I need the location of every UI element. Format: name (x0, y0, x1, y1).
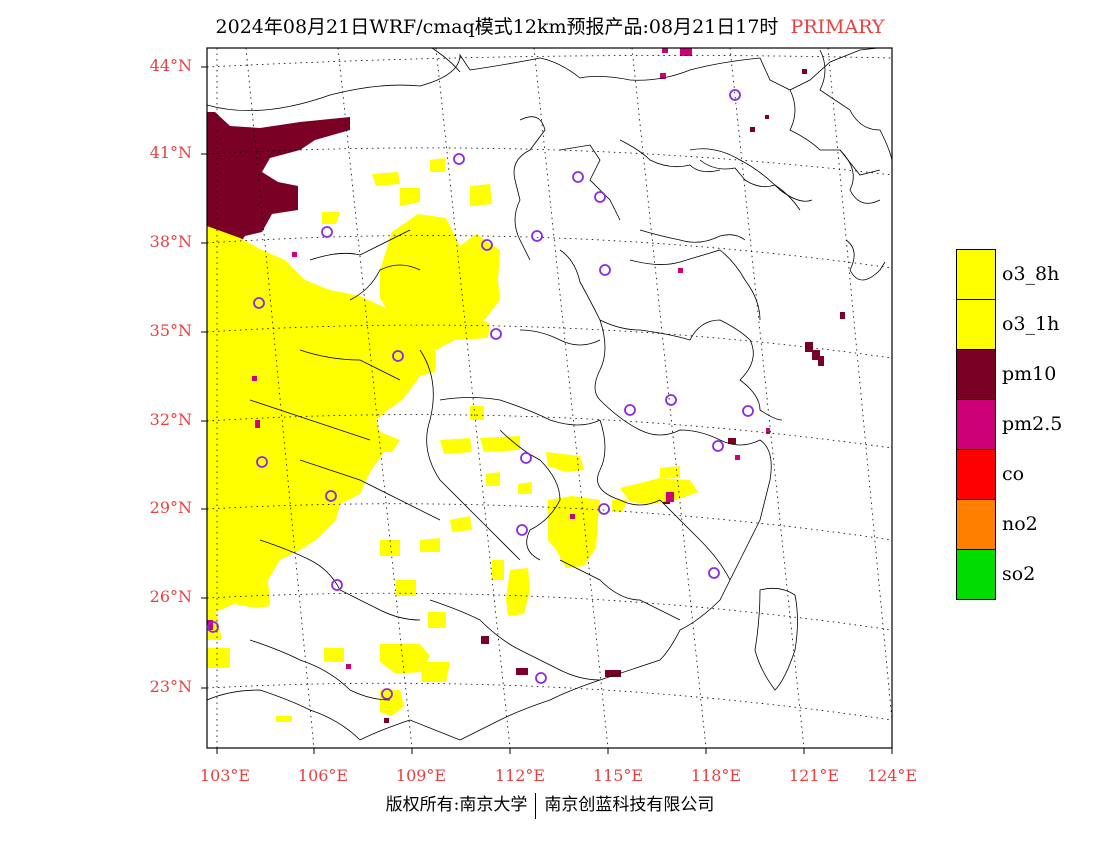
pm10-region (207, 69, 845, 723)
station-marker (325, 490, 337, 502)
station-marker (392, 350, 404, 362)
pm25-region (207, 48, 770, 669)
axis-ticks (201, 66, 893, 754)
lon-label: 124°E (866, 766, 918, 785)
legend-label: o3_8h (1002, 263, 1060, 285)
legend-swatch (956, 249, 996, 299)
legend-label: co (1002, 463, 1025, 485)
station-marker (256, 456, 268, 468)
boundaries (206, 47, 893, 741)
station-marker (712, 440, 724, 452)
footer-divider (535, 792, 537, 819)
lat-label: 29°N (149, 498, 192, 517)
station-marker (599, 264, 611, 276)
legend-label: no2 (1002, 513, 1038, 535)
lat-label: 41°N (149, 143, 192, 162)
station-marker (708, 567, 720, 579)
station-marker (665, 394, 677, 406)
lon-label: 103°E (199, 766, 251, 785)
legend-swatch (956, 399, 996, 449)
legend-swatch (956, 349, 996, 399)
legend-label: pm10 (1002, 363, 1057, 385)
copyright-footer: 版权所有:南京大学 南京创蓝科技有限公司 (0, 790, 1100, 819)
station-marker (516, 524, 528, 536)
lon-label: 115°E (592, 766, 644, 785)
legend-swatch (956, 549, 996, 600)
station-marker (572, 171, 584, 183)
station-marker (321, 226, 333, 238)
map-frame (206, 47, 893, 749)
station-marker (531, 230, 543, 242)
lat-label: 26°N (149, 587, 192, 606)
legend-label: so2 (1002, 563, 1036, 585)
lat-label: 32°N (149, 410, 192, 429)
station-marker (729, 89, 741, 101)
legend-swatch (956, 299, 996, 349)
station-marker (520, 452, 532, 464)
lon-label: 106°E (297, 766, 349, 785)
station-marker (598, 503, 610, 515)
station-marker (594, 191, 606, 203)
station-marker (481, 239, 493, 251)
lon-label: 118°E (690, 766, 742, 785)
copyright-left: 版权所有:南京大学 (385, 795, 528, 815)
station-marker (207, 621, 219, 633)
legend-label: o3_1h (1002, 313, 1060, 335)
lon-label: 112°E (494, 766, 546, 785)
legend-swatch (956, 499, 996, 549)
station-marker (253, 297, 265, 309)
lat-label: 38°N (149, 232, 192, 251)
station-marker (535, 672, 547, 684)
station-marker (624, 404, 636, 416)
legend-label: pm2.5 (1002, 413, 1063, 435)
station-marker (331, 579, 343, 591)
station-marker (490, 328, 502, 340)
lon-label: 109°E (395, 766, 447, 785)
o3-region (207, 158, 698, 722)
title-main: 2024年08月21日WRF/cmaq模式12km预报产品:08月21日17时 (215, 16, 779, 38)
lat-label: 44°N (149, 56, 192, 75)
lat-label: 23°N (149, 677, 192, 696)
lon-label: 121°E (788, 766, 840, 785)
legend-swatch (956, 449, 996, 499)
lat-label: 35°N (149, 321, 192, 340)
title-tag: PRIMARY (790, 16, 885, 38)
station-marker (742, 405, 754, 417)
map-title: 2024年08月21日WRF/cmaq模式12km预报产品:08月21日17时 P… (0, 12, 1100, 39)
copyright-right: 南京创蓝科技有限公司 (544, 795, 715, 815)
station-marker (381, 688, 393, 700)
station-marker (453, 153, 465, 165)
station-markers (207, 89, 754, 700)
